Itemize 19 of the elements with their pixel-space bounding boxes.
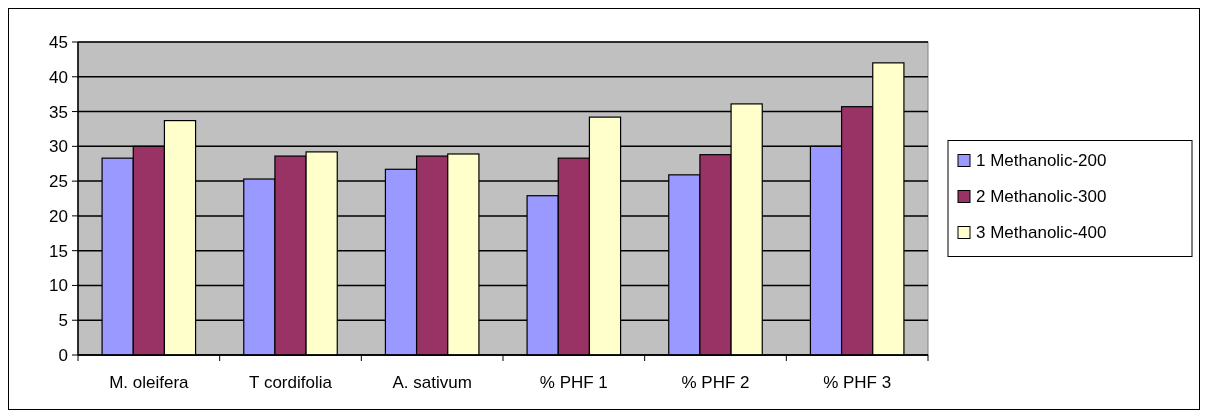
- legend-label: 1 Methanolic-200: [976, 151, 1107, 171]
- y-tick-label: 20: [49, 206, 68, 226]
- x-tick-label: A. sativum: [392, 373, 472, 392]
- y-tick-label: 40: [49, 67, 68, 87]
- legend-label: 3 Methanolic-400: [976, 223, 1107, 243]
- y-tick-label: 30: [49, 137, 68, 157]
- x-tick-label: T cordifolia: [249, 373, 333, 392]
- x-tick-label: M. oleifera: [109, 373, 190, 392]
- y-tick-label: 5: [58, 311, 68, 331]
- x-tick-label: % PHF 1: [539, 373, 608, 392]
- y-tick-label: 15: [49, 241, 68, 261]
- y-tick-label: 35: [49, 102, 68, 122]
- y-tick-label: 10: [49, 276, 68, 296]
- x-tick-label: % PHF 2: [681, 373, 750, 392]
- y-tick-label: 25: [49, 172, 68, 192]
- legend-label: 2 Methanolic-300: [976, 187, 1107, 207]
- y-tick-label: 45: [49, 32, 68, 52]
- x-tick-label: % PHF 3: [823, 373, 892, 392]
- y-tick-label: 0: [58, 345, 68, 365]
